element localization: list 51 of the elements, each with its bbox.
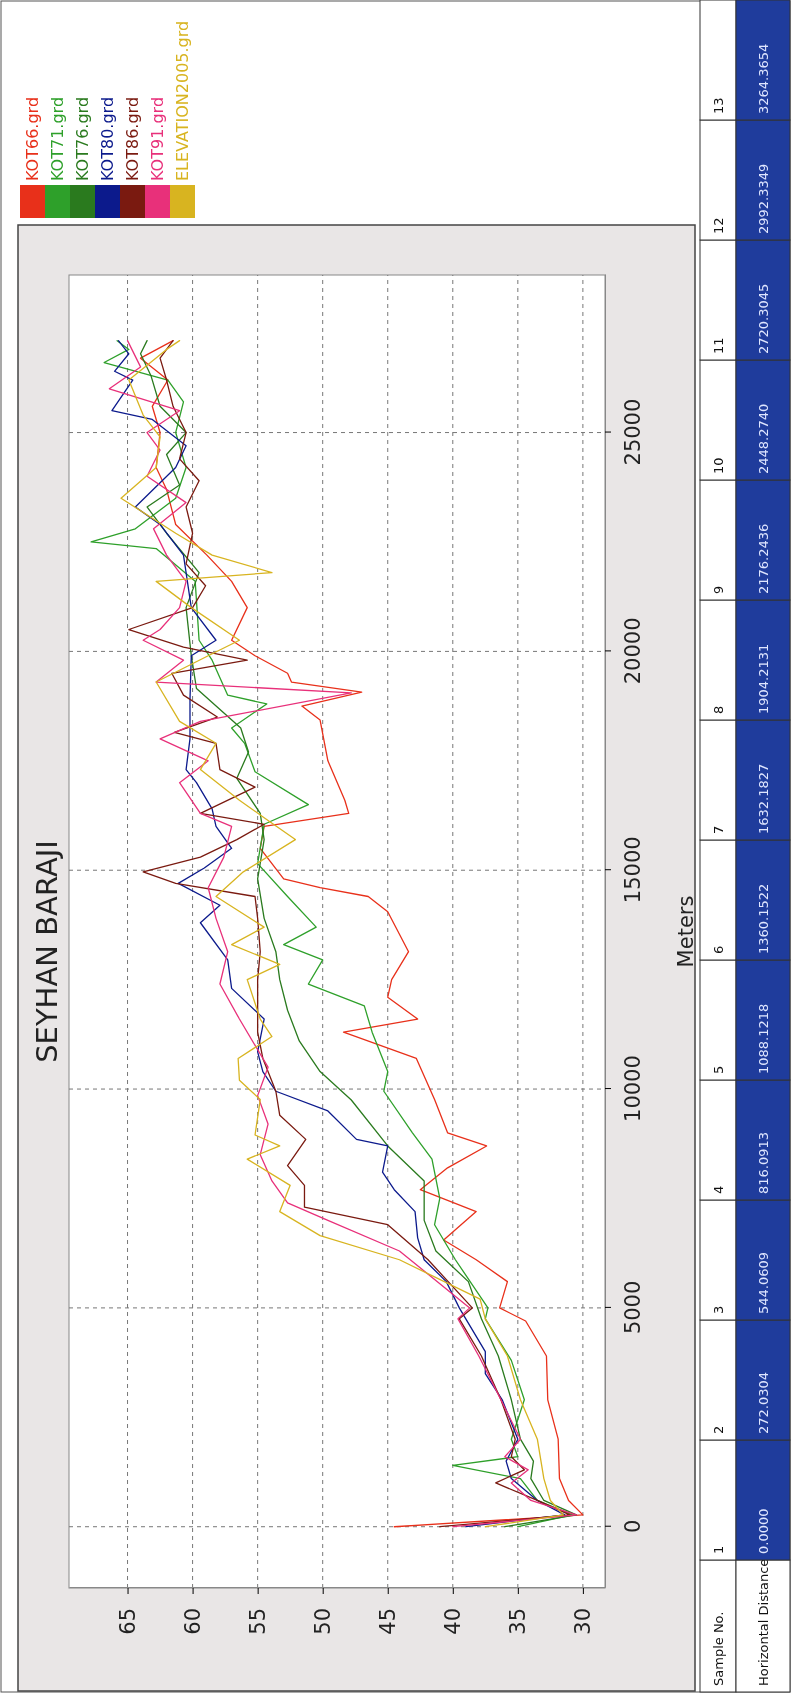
text: 2992.3349	[756, 163, 771, 234]
text: 3264.3654	[756, 43, 771, 114]
text: KOT66.grd	[23, 96, 42, 181]
text: 1904.2131	[756, 643, 771, 714]
text: ELEVATION2005.grd	[173, 20, 192, 181]
text: KOT91.grd	[148, 96, 167, 181]
x-tick-label: 45	[375, 1608, 400, 1635]
x-tick-label: 50	[310, 1608, 335, 1635]
text: 272.0304	[756, 1371, 771, 1434]
text: 1360.1522	[756, 883, 771, 954]
text: 0.0000	[756, 1508, 771, 1554]
text: 1088.1218	[756, 1003, 771, 1074]
text: 544.0609	[756, 1251, 771, 1314]
x-tick-label: 65	[115, 1608, 140, 1635]
y-tick-label: 25000	[620, 398, 645, 466]
text: 10	[711, 457, 726, 474]
x-tick-label: 55	[245, 1608, 270, 1635]
x-tick-label: 35	[506, 1608, 531, 1635]
text: KOT86.grd	[123, 96, 142, 181]
text: SEYHAN BARAJI	[30, 840, 64, 1063]
text: KOT80.grd	[98, 96, 117, 181]
y-tick-label: 10000	[620, 1055, 645, 1122]
y-axis-title: Meters	[674, 895, 698, 968]
x-tick-label: 40	[441, 1608, 466, 1635]
text: 1	[711, 1545, 726, 1554]
text: KOT71.grd	[48, 96, 67, 181]
text: 2176.2436	[756, 523, 771, 594]
text: Sample No.	[711, 1611, 726, 1686]
text: KOT76.grd	[73, 96, 92, 181]
text: 2720.3045	[756, 283, 771, 354]
text: 5	[711, 1065, 726, 1074]
text: 816.0913	[756, 1131, 771, 1194]
x-tick-label: 60	[180, 1608, 205, 1635]
text: 1632.1827	[756, 763, 771, 834]
x-tick-label: 30	[571, 1608, 596, 1635]
text: 13	[711, 97, 726, 114]
text: 4	[711, 1185, 726, 1194]
text: 3	[711, 1305, 726, 1314]
y-tick-label: 0	[620, 1519, 645, 1533]
y-tick-label: 5000	[620, 1280, 645, 1335]
text: 11	[711, 337, 726, 354]
text: 6	[711, 945, 726, 954]
text: 7	[711, 825, 726, 834]
text: 2	[711, 1425, 726, 1434]
text: 2448.2740	[756, 403, 771, 474]
text: 8	[711, 705, 726, 714]
text: Horizontal Distance	[756, 1558, 771, 1686]
text: 12	[711, 217, 726, 234]
text: 9	[711, 585, 726, 594]
y-tick-label: 15000	[620, 836, 645, 904]
y-tick-label: 20000	[620, 617, 645, 685]
